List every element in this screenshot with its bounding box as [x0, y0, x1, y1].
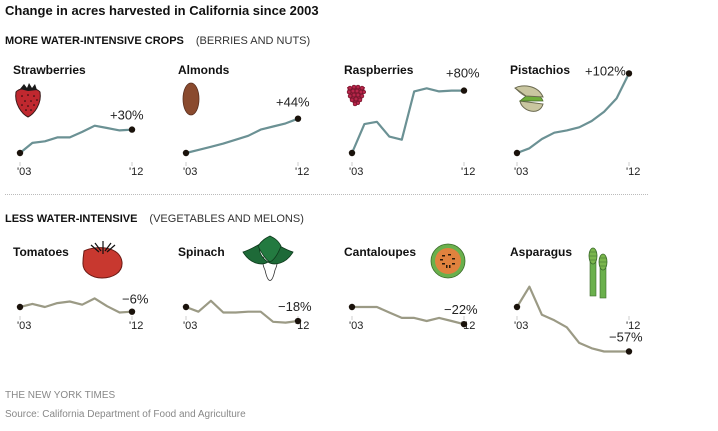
- raspberry-icon: [346, 84, 367, 107]
- x-tick-label: '03: [17, 166, 31, 178]
- change-label: −6%: [122, 292, 149, 307]
- series-line: [185, 117, 299, 155]
- series-line: [350, 87, 464, 154]
- section-subheading: (BERRIES AND NUTS): [195, 35, 311, 47]
- crop-name-almonds: Almonds: [178, 63, 230, 77]
- end-dot: [625, 348, 633, 355]
- end-dot: [460, 87, 468, 94]
- series-line: [516, 285, 629, 353]
- change-label: −57%: [609, 329, 643, 344]
- change-label: −22%: [444, 302, 478, 317]
- start-dot: [513, 303, 521, 311]
- x-tick-label: '03: [349, 320, 363, 332]
- series-line: [19, 124, 133, 154]
- chart-title: Change in acres harvested in California …: [5, 3, 319, 18]
- panel-cantaloupes: '03'12−22%: [348, 302, 478, 332]
- end-dot: [460, 320, 468, 328]
- x-tick-label: '12: [295, 166, 309, 178]
- start-dot: [16, 303, 24, 311]
- x-tick-label: '12: [461, 166, 475, 178]
- cantaloupe-icon: [430, 243, 466, 279]
- x-tick-label: '03: [183, 320, 197, 332]
- series-line: [185, 299, 299, 324]
- crop-name-cantaloupes: Cantaloupes: [344, 245, 417, 259]
- x-tick-label: '12: [626, 320, 640, 332]
- asparagus-icon: [588, 247, 608, 299]
- section-heading-text: LESS WATER-INTENSIVE: [5, 213, 138, 225]
- crop-name-strawberries: Strawberries: [13, 63, 86, 77]
- spinach-icon: [242, 235, 294, 281]
- change-label: +80%: [446, 66, 480, 81]
- panel-strawberries: '03 '12 +30%: [16, 108, 144, 178]
- x-tick-label: '03: [17, 320, 31, 332]
- almond-icon: [182, 82, 200, 116]
- section-subheading: (VEGETABLES AND MELONS): [149, 213, 304, 225]
- panel-tomatoes: '03 '12 −6%: [16, 292, 149, 332]
- section-heading-less: LESS WATER-INTENSIVE (VEGETABLES AND MELO…: [5, 213, 304, 225]
- change-label: +44%: [276, 95, 310, 110]
- panel-raspberries: '03 '12 +80%: [348, 66, 480, 178]
- series-line: [516, 72, 630, 155]
- change-label: +102%: [585, 63, 626, 78]
- panel-almonds: '03 '12 +44%: [182, 95, 310, 178]
- end-dot: [625, 70, 633, 77]
- tomato-icon: [82, 241, 123, 279]
- start-dot: [348, 303, 356, 311]
- chart-layer: '03 '12 +30% '03 '12 +44% '03 '12 +80% '03 '12 +102…: [16, 63, 643, 355]
- section-divider: [5, 194, 648, 195]
- credit: THE NEW YORK TIMES: [5, 390, 116, 401]
- end-dot: [294, 317, 302, 325]
- start-dot: [513, 149, 521, 157]
- start-dot: [348, 149, 356, 157]
- x-tick-label: '03: [514, 320, 528, 332]
- x-tick-label: '03: [349, 166, 363, 178]
- x-tick-label: '12: [129, 320, 143, 332]
- change-label: +30%: [110, 108, 144, 123]
- pistachio-icon: [514, 85, 544, 112]
- x-tick-label: '03: [514, 166, 528, 178]
- crop-name-raspberries: Raspberries: [344, 63, 414, 77]
- series-line: [19, 297, 133, 314]
- crop-name-pistachios: Pistachios: [510, 63, 571, 77]
- end-dot: [294, 115, 302, 122]
- panel-spinach: '03'12−18%: [182, 299, 312, 332]
- crop-name-spinach: Spinach: [178, 245, 225, 259]
- crop-name-asparagus: Asparagus: [510, 245, 573, 259]
- section-heading-text: MORE WATER-INTENSIVE CROPS: [5, 35, 184, 47]
- section-heading-more: MORE WATER-INTENSIVE CROPS (BERRIES AND N…: [5, 35, 310, 47]
- start-dot: [182, 149, 190, 157]
- change-label: −18%: [278, 299, 312, 314]
- strawberry-icon: [15, 83, 41, 118]
- x-tick-label: '12: [626, 166, 640, 178]
- panel-pistachios: '03 '12 +102%: [513, 63, 640, 178]
- crop-name-tomatoes: Tomatoes: [13, 245, 69, 259]
- series-line: [352, 305, 465, 326]
- end-dot: [128, 308, 136, 315]
- end-dot: [128, 126, 136, 133]
- start-dot: [16, 149, 24, 157]
- x-tick-label: '12: [129, 166, 143, 178]
- start-dot: [182, 303, 190, 311]
- source-note: Source: California Department of Food an…: [5, 409, 246, 420]
- x-tick-label: '03: [183, 166, 197, 178]
- panel-asparagus: '03 '12−57%: [513, 285, 643, 355]
